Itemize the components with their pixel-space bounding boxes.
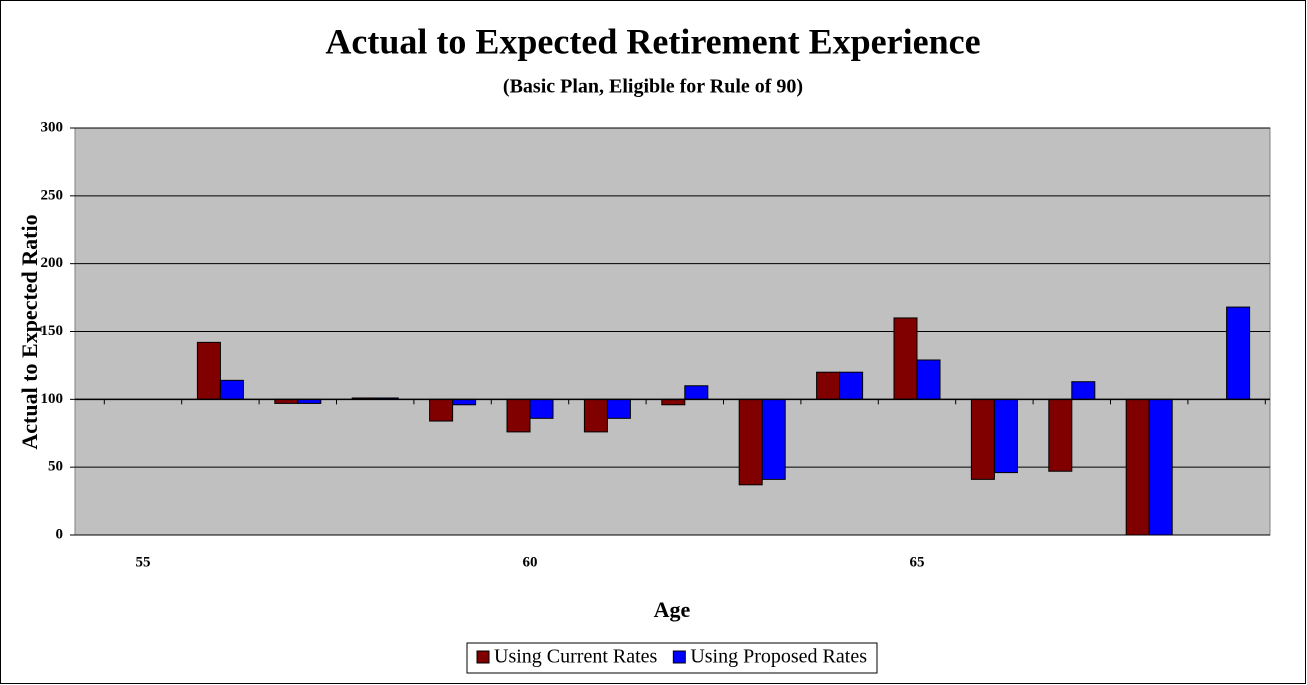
legend-box xyxy=(466,642,878,674)
y-tick-label: 250 xyxy=(41,187,64,203)
bar xyxy=(970,398,995,480)
x-tick-label: 55 xyxy=(136,554,151,570)
bar xyxy=(839,371,864,400)
bar xyxy=(452,398,477,406)
x-tick-label: 65 xyxy=(910,554,925,570)
bar xyxy=(529,398,554,419)
y-tick-label: 50 xyxy=(48,459,63,475)
bar xyxy=(606,398,631,419)
bar xyxy=(583,398,608,433)
y-tick-label: 100 xyxy=(41,391,64,407)
bar xyxy=(761,398,786,480)
bar xyxy=(1148,398,1173,536)
x-tick-label: 60 xyxy=(523,554,538,570)
bar xyxy=(684,385,709,400)
y-tick-label: 200 xyxy=(41,255,64,271)
chart-title: Actual to Expected Retirement Experience xyxy=(325,21,980,61)
y-tick-label: 300 xyxy=(41,119,64,135)
legend-swatch xyxy=(672,650,686,664)
y-tick-label: 0 xyxy=(56,526,64,542)
bar xyxy=(1048,398,1073,472)
legend: Using Current Rates Using Proposed Rates xyxy=(466,642,878,674)
bar xyxy=(506,398,531,433)
y-axis-label: Actual to Expected Ratio xyxy=(17,214,42,449)
y-tick-label: 150 xyxy=(41,323,64,339)
legend-label: Using Proposed Rates xyxy=(690,646,867,668)
bar xyxy=(429,398,454,422)
bar xyxy=(1071,381,1096,400)
legend-label: Using Current Rates xyxy=(494,646,658,668)
bar xyxy=(219,379,244,400)
bar xyxy=(816,371,841,400)
legend-swatch xyxy=(476,650,490,664)
bar xyxy=(993,398,1018,474)
chart-subtitle: (Basic Plan, Eligible for Rule of 90) xyxy=(503,76,803,98)
bar xyxy=(1125,398,1150,536)
bar xyxy=(196,341,221,400)
bar xyxy=(661,398,686,406)
x-axis-label: Age xyxy=(654,597,691,622)
bar xyxy=(1226,306,1251,400)
bar xyxy=(916,359,941,400)
bar xyxy=(893,317,918,400)
bar xyxy=(738,398,763,486)
